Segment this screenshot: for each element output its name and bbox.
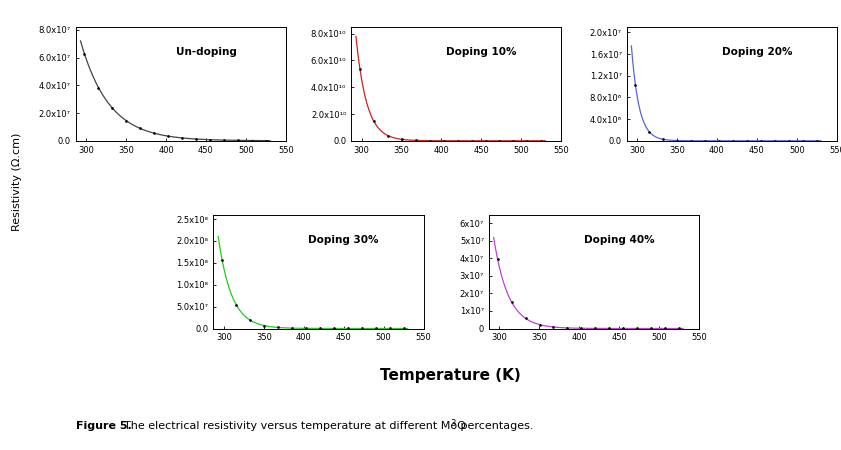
Text: Figure 5.: Figure 5. xyxy=(76,421,131,431)
Text: Temperature (K): Temperature (K) xyxy=(379,368,521,383)
Text: 3: 3 xyxy=(450,418,455,427)
Text: The electrical resistivity versus temperature at different MoO: The electrical resistivity versus temper… xyxy=(124,421,467,431)
Text: percentages.: percentages. xyxy=(457,421,533,431)
Text: Doping 20%: Doping 20% xyxy=(722,47,792,57)
Text: Doping 40%: Doping 40% xyxy=(584,235,654,245)
Text: Resistivity (Ω.cm): Resistivity (Ω.cm) xyxy=(12,133,22,231)
Text: Doping 10%: Doping 10% xyxy=(447,47,516,57)
Text: Un-doping: Un-doping xyxy=(176,47,236,57)
Text: Doping 30%: Doping 30% xyxy=(309,235,379,245)
